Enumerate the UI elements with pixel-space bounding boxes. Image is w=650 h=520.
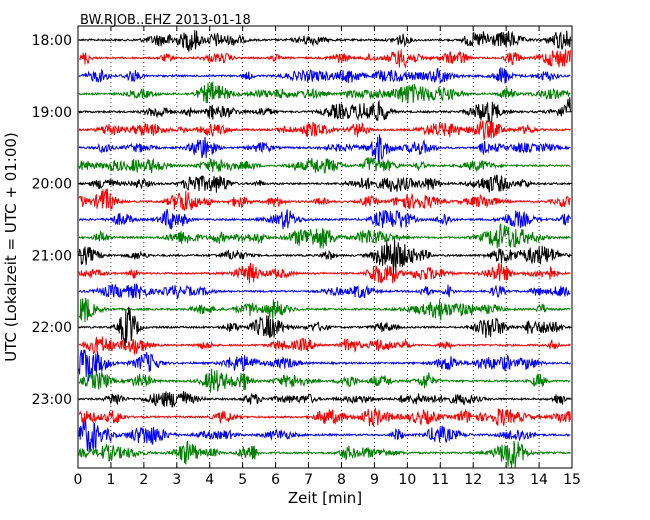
trace-line (78, 418, 571, 454)
trace-line (78, 223, 571, 249)
x-tick-label: 5 (238, 472, 247, 488)
x-axis-ticks: 0 1 2 3 4 5 6 7 8 9 10 11 12 13 14 15 (74, 26, 581, 488)
x-tick-label: 12 (464, 472, 482, 488)
x-tick-label: 13 (497, 472, 515, 488)
trace-line (78, 188, 571, 211)
trace-line (78, 262, 571, 284)
y-tick-label: 20:00 (32, 177, 72, 193)
x-tick-label: 10 (398, 472, 416, 488)
trace-line (78, 49, 571, 69)
trace-line (78, 297, 571, 323)
trace-line (78, 368, 571, 393)
trace-line (78, 81, 571, 104)
trace-line (78, 336, 571, 356)
x-grid (110, 26, 540, 468)
y-axis-ticks: 18:00 19:00 20:00 21:00 22:00 23:00 (32, 33, 572, 408)
trace-line (78, 174, 571, 193)
y-tick-label: 22:00 (32, 320, 72, 336)
trace-line (78, 239, 571, 278)
trace-line (78, 391, 571, 408)
x-tick-label: 8 (337, 472, 346, 488)
y-tick-label: 18:00 (32, 33, 72, 49)
x-tick-label: 1 (106, 472, 115, 488)
trace-line (78, 440, 571, 469)
trace-line (78, 97, 571, 128)
trace-line (78, 306, 571, 348)
x-tick-label: 2 (139, 472, 148, 488)
plot-frame (77, 25, 573, 469)
x-axis-label: Zeit [min] (288, 489, 362, 507)
chart-title: BW.RJOB..EHZ 2013-01-18 (80, 13, 251, 28)
x-tick-label: 14 (530, 472, 548, 488)
trace-line (78, 283, 571, 300)
trace-line (78, 30, 571, 52)
y-tick-label: 23:00 (32, 392, 72, 408)
x-tick-label: 4 (205, 472, 214, 488)
y-tick-label: 19:00 (32, 105, 72, 121)
trace-line (78, 134, 571, 164)
seismogram-traces (78, 30, 571, 469)
x-tick-label: 15 (563, 472, 581, 488)
x-tick-label: 0 (74, 472, 83, 488)
x-tick-label: 11 (431, 472, 449, 488)
y-axis-label: UTC (Lokalzeit = UTC + 01:00) (2, 132, 20, 362)
trace-line (78, 157, 571, 174)
x-tick-label: 3 (172, 472, 181, 488)
trace-line (78, 407, 571, 427)
trace-line (79, 208, 571, 231)
x-tick-label: 7 (304, 472, 313, 488)
x-tick-label: 9 (370, 472, 379, 488)
y-tick-label: 21:00 (32, 248, 72, 264)
trace-line (78, 120, 571, 140)
trace-line (78, 66, 571, 85)
x-tick-label: 6 (271, 472, 280, 488)
trace-line (78, 349, 571, 382)
